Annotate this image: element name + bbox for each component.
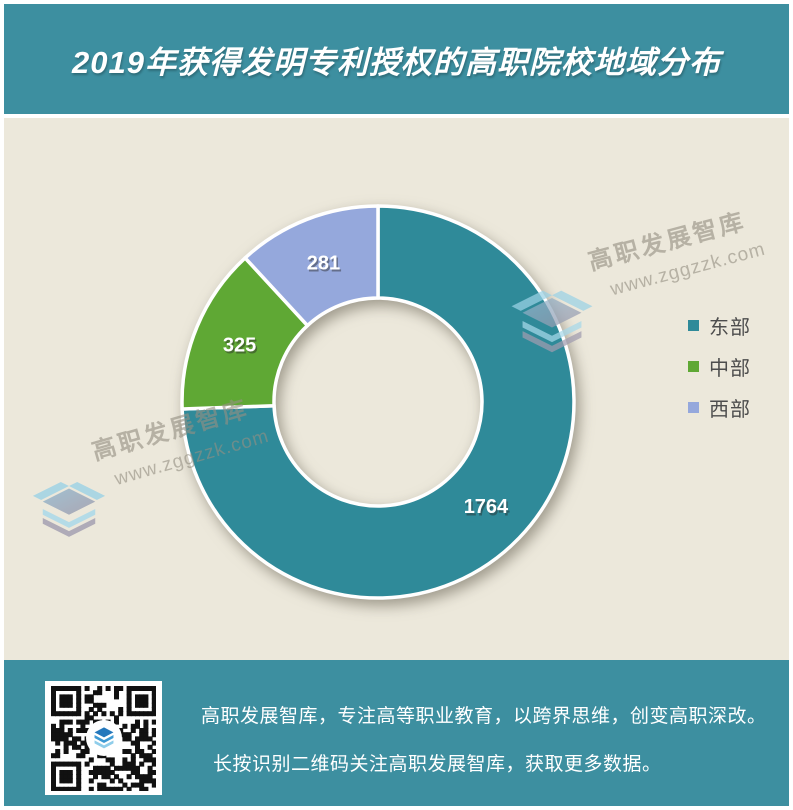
- slice-value-label: 1764: [465, 498, 510, 520]
- slice-value-label: 281: [307, 252, 340, 274]
- slice-value-label: 325: [223, 334, 256, 356]
- pie-slice-东部: [180, 204, 576, 600]
- qr-code: [45, 681, 162, 795]
- watermark-layers-logo-icon: [511, 290, 593, 353]
- legend-label-east: 东部: [709, 316, 751, 339]
- legend-label-central: 中部: [709, 357, 751, 380]
- qr-center-logo: [85, 720, 122, 756]
- legend-item-west: 西部: [688, 396, 751, 421]
- slice-value-label: 1764: [464, 496, 509, 518]
- footer-tagline: 高职发展智库，专注高等职业教育，以跨界思维，创变高职深改。: [201, 706, 767, 727]
- qr-code-pattern: [51, 685, 156, 791]
- title-banner: 2019年获得发明专利授权的高职院校地域分布: [4, 4, 789, 114]
- legend-swatch-west: [688, 401, 699, 413]
- slice-value-label: 281: [308, 254, 341, 276]
- stacked-layers-logo-icon: [94, 727, 113, 749]
- pie-slice-西部: [243, 204, 380, 328]
- legend-item-east: 东部: [688, 314, 751, 339]
- watermark-layers-logo-icon: [32, 481, 106, 537]
- footer-qr-hint: 长按识别二维码关注高职发展智库，获取更多数据。: [213, 754, 662, 775]
- chart-legend: 东部 中部 西部: [688, 314, 751, 437]
- legend-swatch-east: [688, 319, 699, 331]
- chart-area: 1764 1764 325 325 281 281 高职发展智库 www.zggzzk.c…: [4, 118, 789, 660]
- slice-value-label: 325: [224, 336, 257, 358]
- page-title: 2019年获得发明专利授权的高职院校地域分布: [72, 44, 721, 80]
- footer-banner: 高职发展智库，专注高等职业教育，以跨界思维，创变高职深改。 长按识别二维码关注高…: [4, 660, 789, 806]
- legend-item-central: 中部: [688, 355, 751, 380]
- legend-swatch-central: [688, 360, 699, 372]
- legend-label-west: 西部: [709, 398, 751, 421]
